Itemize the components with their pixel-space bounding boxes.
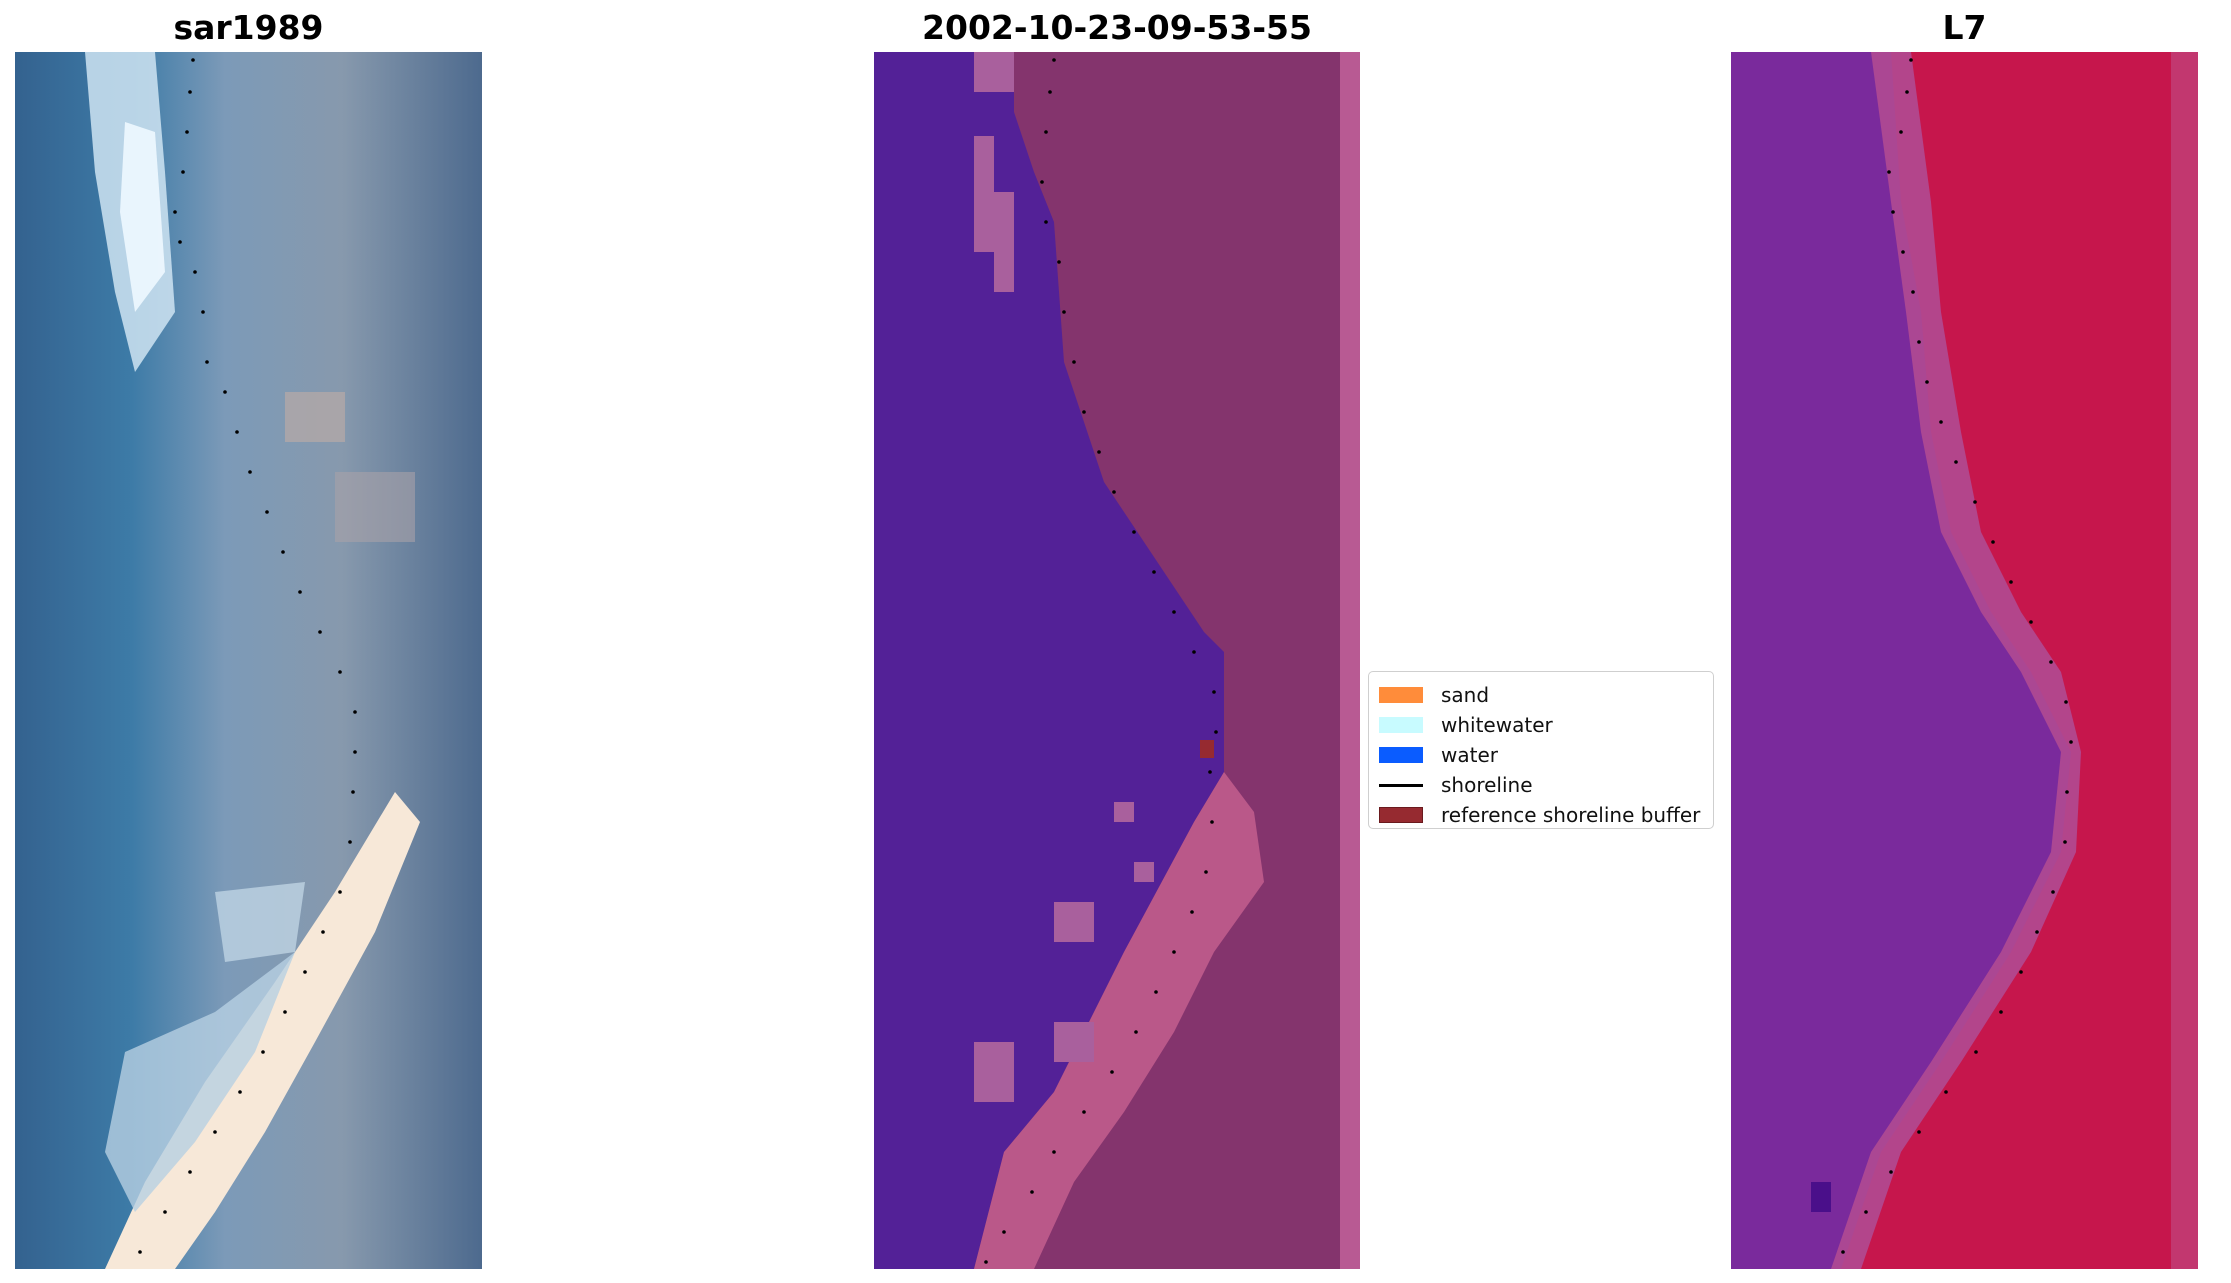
legend-label: reference shoreline buffer [1441,803,1701,827]
legend-item-sand: sand [1379,680,1703,710]
misclassified-patch [1054,902,1094,942]
reference-buffer-pixel [1200,740,1214,758]
dark-water-pixel [1811,1182,1831,1212]
whitewater-swatch [1379,717,1423,733]
misclassified-patch [974,1042,1014,1102]
surf-zone-lower [105,952,295,1212]
shoreline-dots [984,58,1218,1264]
misclassified-patch [1134,862,1154,882]
land-index-edge [2171,52,2198,1269]
sand-class-band [974,772,1264,1269]
land-class-area [974,52,1340,1269]
water-swatch [1379,747,1423,763]
rgb-image-panel [15,52,482,1269]
legend-label: sand [1441,683,1490,707]
legend-item-reference-buffer: reference shoreline buffer [1379,800,1703,830]
surf-patch-mid [215,882,305,962]
shoreline-swatch [1379,783,1423,787]
transition-band [1831,52,2081,1269]
classified-image-panel [874,52,1360,1269]
land-class-edge-column [1340,52,1360,1269]
panel-title-date: 2002-10-23-09-53-55 [922,8,1312,47]
panel-title-l7: L7 [1942,8,1987,47]
legend-label: shoreline [1441,773,1533,797]
legend: sand whitewater water shoreline referenc… [1368,671,1714,829]
shoreline-dots [138,58,357,1254]
misclassified-patch [974,52,1014,92]
panel-title-sar1989: sar1989 [173,8,324,47]
misclassified-patch [1114,802,1134,822]
reference-buffer-swatch [1379,807,1423,823]
misclassified-patch [1054,1022,1094,1062]
legend-label: whitewater [1441,713,1553,737]
legend-item-shoreline: shoreline [1379,770,1703,800]
misclassified-patch [974,136,1014,292]
sand-swatch [1379,687,1423,703]
whitewater-streak-top-core [120,122,165,312]
land-patch [335,472,415,542]
legend-item-whitewater: whitewater [1379,710,1703,740]
land-patch [285,392,345,442]
shoreline-dots [1841,58,2073,1254]
legend-item-water: water [1379,740,1703,770]
legend-label: water [1441,743,1498,767]
index-image-panel [1731,52,2198,1269]
